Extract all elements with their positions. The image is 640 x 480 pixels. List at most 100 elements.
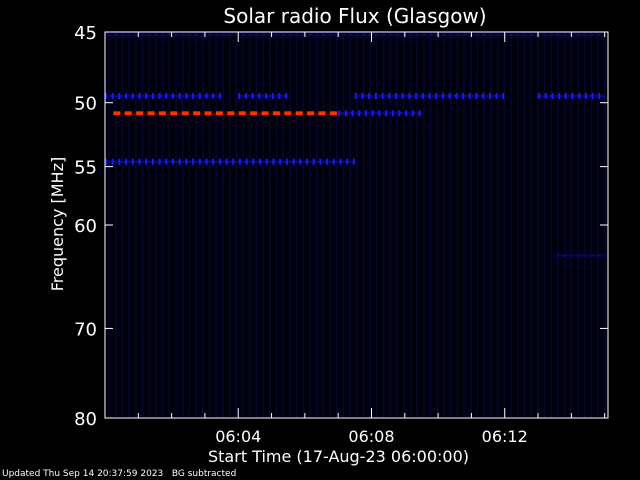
- band-tick: [245, 158, 248, 165]
- band-tick: [426, 31, 429, 38]
- band-tick: [218, 31, 221, 38]
- band-tick: [138, 158, 141, 165]
- band-tick: [419, 31, 422, 38]
- band-tick: [192, 31, 195, 38]
- band-tick: [544, 92, 547, 99]
- band-tick: [385, 110, 388, 117]
- band-tick: [285, 92, 288, 99]
- band-dash: [295, 111, 303, 116]
- band-tick: [358, 110, 361, 117]
- band-tick: [421, 92, 424, 99]
- band-tick: [131, 92, 134, 99]
- band-tick: [105, 158, 107, 165]
- band-tick: [118, 31, 121, 38]
- band-tick: [366, 31, 369, 38]
- band-tick: [312, 31, 315, 38]
- x-tick-label: 06:08: [348, 427, 394, 446]
- band-tick: [259, 158, 262, 165]
- band-base: [538, 94, 605, 97]
- band-tick: [493, 31, 496, 38]
- band-tick: [446, 31, 449, 38]
- band-dash: [204, 111, 212, 116]
- band-tick: [554, 252, 557, 259]
- band-tick: [453, 31, 456, 38]
- flux-band: [105, 31, 605, 38]
- band-tick: [405, 110, 408, 117]
- band-tick: [111, 158, 114, 165]
- band-tick: [455, 92, 458, 99]
- band-dash: [124, 111, 132, 116]
- update-timestamp: Updated Thu Sep 14 20:37:59 2023: [2, 469, 164, 479]
- band-tick: [118, 158, 121, 165]
- band-tick: [398, 110, 401, 117]
- band-tick: [165, 92, 168, 99]
- band-tick: [388, 92, 391, 99]
- band-dash: [181, 111, 189, 116]
- band-tick: [520, 31, 523, 38]
- y-tick-label: 45: [74, 23, 97, 44]
- band-tick: [306, 158, 308, 165]
- band-base: [238, 94, 289, 97]
- band-tick: [198, 158, 201, 165]
- band-tick: [131, 31, 134, 38]
- band-tick: [406, 31, 409, 38]
- band-dash: [318, 111, 326, 116]
- band-tick: [212, 31, 215, 38]
- band-dash: [329, 111, 337, 116]
- band-tick: [278, 92, 281, 99]
- band-tick: [271, 92, 274, 99]
- band-tick: [558, 92, 561, 99]
- band-tick: [178, 31, 181, 38]
- band-tick: [374, 92, 377, 99]
- band-tick: [598, 92, 601, 99]
- plot-area: [105, 32, 608, 418]
- y-tick-label: 70: [74, 319, 97, 340]
- band-tick: [258, 92, 261, 99]
- band-tick: [594, 31, 597, 38]
- band-dash: [238, 111, 246, 116]
- band-tick: [165, 31, 168, 38]
- band-tick: [245, 31, 248, 38]
- band-tick: [344, 110, 347, 117]
- band-tick: [105, 92, 107, 99]
- band-tick: [251, 92, 254, 99]
- band-tick: [151, 31, 154, 38]
- band-tick: [564, 92, 567, 99]
- band-tick: [560, 31, 563, 38]
- band-dash: [113, 111, 121, 116]
- band-tick: [574, 31, 576, 38]
- band-tick: [346, 31, 349, 38]
- band-tick: [172, 92, 174, 99]
- band-tick: [601, 252, 604, 259]
- band-tick: [587, 31, 590, 38]
- band-tick: [378, 110, 381, 117]
- band-tick: [326, 31, 329, 38]
- band-tick: [292, 31, 295, 38]
- band-tick: [368, 92, 371, 99]
- band-tick: [433, 31, 436, 38]
- band-tick: [225, 31, 228, 38]
- band-tick: [151, 158, 154, 165]
- band-tick: [205, 158, 208, 165]
- band-tick: [239, 31, 241, 38]
- band-tick: [172, 31, 174, 38]
- band-tick: [428, 92, 431, 99]
- band-tick: [588, 252, 591, 259]
- band-tick: [468, 92, 471, 99]
- y-tick-label: 55: [74, 158, 97, 179]
- band-tick: [218, 158, 221, 165]
- band-tick: [411, 110, 414, 117]
- band-tick: [212, 92, 215, 99]
- band-dash: [136, 111, 144, 116]
- flux-band: [238, 92, 289, 99]
- band-tick: [205, 31, 208, 38]
- band-tick: [540, 31, 543, 38]
- band-tick: [352, 158, 355, 165]
- band-tick: [272, 31, 275, 38]
- chart-title: Solar radio Flux (Glasgow): [223, 4, 486, 28]
- band-tick: [381, 92, 384, 99]
- band-tick: [105, 31, 107, 38]
- band-tick: [352, 31, 355, 38]
- band-tick: [131, 158, 134, 165]
